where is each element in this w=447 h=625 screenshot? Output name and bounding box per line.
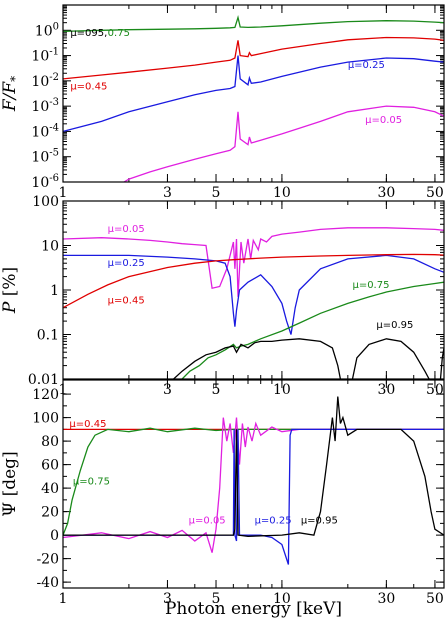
x-tick-label: 50 bbox=[426, 185, 444, 201]
x-tick-label: 1 bbox=[59, 591, 68, 607]
series-group bbox=[63, 396, 444, 565]
series-line bbox=[63, 427, 444, 536]
series-annotation: μ=0.45 bbox=[70, 82, 107, 93]
x-tick-label: 3 bbox=[163, 185, 172, 201]
y-tick-label: 100 bbox=[32, 194, 59, 210]
plot-frame bbox=[62, 379, 445, 589]
series-line bbox=[63, 417, 444, 553]
series-line bbox=[63, 36, 444, 80]
x-tick-label: 5 bbox=[212, 382, 221, 398]
series-group bbox=[63, 227, 444, 379]
y-tick-label: 1 bbox=[50, 283, 59, 299]
y-tick-label: 80 bbox=[41, 434, 59, 450]
series-line bbox=[351, 338, 430, 379]
x-tick-label: 10 bbox=[273, 591, 291, 607]
series-line bbox=[63, 55, 444, 133]
y-tick-label: 10-2 bbox=[31, 72, 59, 90]
series-annotation: μ=0.75 bbox=[73, 477, 110, 488]
series-line bbox=[173, 338, 342, 379]
y-tick-label: 10-5 bbox=[31, 148, 59, 166]
y-tick-label: 10-4 bbox=[31, 122, 59, 140]
y-tick-label: -20 bbox=[36, 552, 59, 568]
series-annotation: μ=0.45 bbox=[69, 419, 106, 430]
series-line bbox=[63, 227, 444, 297]
x-tick-label: 5 bbox=[212, 591, 221, 607]
x-axis-title: Photon energy [keV] bbox=[165, 599, 342, 619]
series-annotation: μ=0.25 bbox=[108, 258, 145, 269]
series-group bbox=[63, 15, 444, 182]
series-line bbox=[63, 15, 444, 33]
y-axis-title: F/F* bbox=[0, 76, 22, 112]
series-annotation: μ=0.95 bbox=[376, 320, 413, 331]
series-line bbox=[63, 253, 444, 309]
x-tick-label: 10 bbox=[273, 185, 291, 201]
y-tick-label: 40 bbox=[41, 481, 59, 497]
series-annotation: μ=095, bbox=[70, 28, 107, 39]
y-tick-label: 0.1 bbox=[37, 328, 59, 344]
y-tick-label: 0 bbox=[50, 528, 59, 544]
series-annotation: μ=0.05 bbox=[365, 115, 402, 126]
x-tick-label: 50 bbox=[426, 591, 444, 607]
x-tick-label: 30 bbox=[377, 591, 395, 607]
series-line bbox=[63, 428, 444, 565]
x-tick-label: 3 bbox=[163, 591, 172, 607]
x-tick-label: 1 bbox=[59, 185, 68, 201]
series-annotation: μ=0.25 bbox=[255, 515, 292, 526]
plot-frame bbox=[62, 4, 445, 183]
y-tick-label: 100 bbox=[32, 411, 59, 427]
series-annotation: μ=0.95 bbox=[301, 515, 338, 526]
series-annotation: μ=0.05 bbox=[108, 224, 145, 235]
plot-frame bbox=[62, 200, 445, 380]
y-tick-label: -40 bbox=[36, 575, 59, 591]
x-tick-label: 30 bbox=[377, 382, 395, 398]
panel-top: 1 3 5 10 30 50 10-6 10-5 10-4 10-3 10-2 10-1 100 μ=09… bbox=[0, 4, 445, 201]
x-tick-label: 5 bbox=[212, 185, 221, 201]
y-tick-label: 120 bbox=[32, 387, 59, 403]
y-tick-label: 10-3 bbox=[31, 97, 59, 115]
y-axis-title: P [%] bbox=[0, 267, 20, 314]
y-tick-label: 60 bbox=[41, 458, 59, 474]
y-tick-label: 10 bbox=[41, 239, 59, 255]
series-line bbox=[123, 105, 444, 182]
series-line bbox=[181, 281, 444, 379]
y-tick-label: 100 bbox=[35, 21, 59, 39]
y-axis-title: Ψ [deg] bbox=[0, 451, 20, 516]
y-tick-label: 0.01 bbox=[28, 372, 59, 388]
y-tick-label: 10-6 bbox=[31, 173, 59, 191]
series-annotation: μ=0.25 bbox=[348, 60, 385, 71]
series-annotation: 0.75 bbox=[108, 28, 130, 39]
series-annotation: μ=0.05 bbox=[189, 515, 226, 526]
series-annotation: μ=0.75 bbox=[352, 280, 389, 291]
panel-middle: 1 3 5 10 30 500.010.1110100μ=0.05μ=0.25μ=0.45… bbox=[0, 194, 445, 398]
y-tick-label: 20 bbox=[41, 505, 59, 521]
x-tick-label: 10 bbox=[273, 382, 291, 398]
x-tick-label: 3 bbox=[163, 382, 172, 398]
x-tick-label: 30 bbox=[377, 185, 395, 201]
y-tick-label: 10-1 bbox=[31, 47, 59, 65]
series-line bbox=[63, 396, 444, 537]
panel-bottom: 1 3 5 10 30 50 -40 -20 0 20 40 60 80 100 120 μ=0.45 μ=0.… bbox=[0, 379, 445, 619]
series-annotation: μ=0.45 bbox=[108, 295, 145, 306]
series-line bbox=[63, 254, 444, 335]
